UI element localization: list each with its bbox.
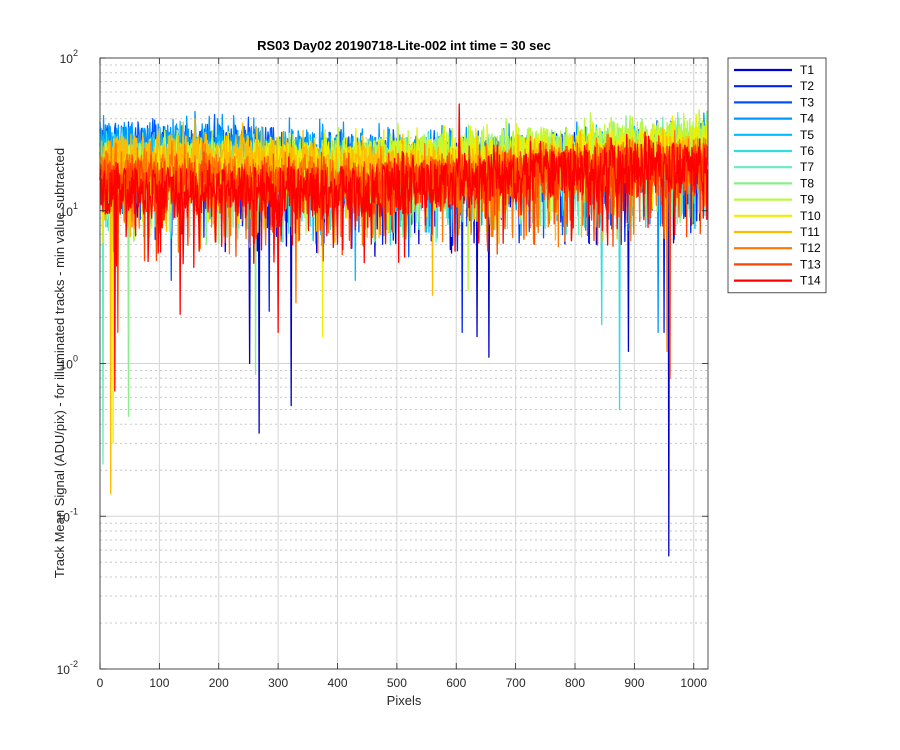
y-tick-label: 101 (60, 201, 78, 219)
chart-title: RS03 Day02 20190718-Lite-002 int time = … (257, 38, 551, 53)
legend-label: T12 (800, 241, 821, 255)
y-axis-label: Track Mean Signal (ADU/pix) - for illumi… (52, 148, 67, 578)
x-tick-label: 800 (565, 676, 585, 690)
legend-box (727, 57, 827, 294)
x-tick-label: 600 (446, 676, 466, 690)
grid (99, 57, 708, 670)
legend-label: T13 (800, 257, 821, 271)
x-tick-label: 1000 (680, 676, 707, 690)
y-ticks: 10-2 10-1 100 101 102 (57, 48, 708, 677)
legend-label: T3 (800, 95, 814, 109)
legend-label: T4 (800, 112, 814, 126)
x-axis-label: Pixels (387, 693, 422, 708)
x-tick-label: 100 (149, 676, 169, 690)
series-lines (99, 103, 709, 557)
legend-label: T6 (800, 144, 814, 158)
x-tick-label: 500 (387, 676, 407, 690)
x-tick-label: 200 (209, 676, 229, 690)
legend-label: T10 (800, 209, 821, 223)
y-tick-label: 10-2 (57, 659, 78, 677)
y-tick-label: 10-1 (57, 506, 78, 524)
x-ticks: 0 100 200 300 400 500 600 700 800 900 1000 (97, 58, 707, 690)
legend-label: T11 (800, 225, 820, 239)
y-tick-label: 100 (60, 354, 78, 372)
legend-label: T7 (800, 160, 814, 174)
x-tick-label: 300 (268, 676, 288, 690)
x-tick-label: 700 (506, 676, 526, 690)
x-tick-label: 900 (624, 676, 644, 690)
legend: T1 T2 T3 T4 T5 T6 T7 T8 T9 T10 T11 T12 T13 T14 (727, 57, 827, 294)
x-tick-label: 0 (97, 676, 104, 690)
x-tick-label: 400 (327, 676, 347, 690)
legend-label: T9 (800, 193, 814, 207)
legend-label: T2 (800, 79, 814, 93)
legend-label: T5 (800, 128, 814, 142)
legend-label: T8 (800, 176, 814, 190)
legend-label: T14 (800, 274, 821, 288)
series-line-t14 (99, 103, 709, 392)
y-tick-label: 102 (60, 48, 78, 66)
legend-label: T1 (800, 63, 814, 77)
